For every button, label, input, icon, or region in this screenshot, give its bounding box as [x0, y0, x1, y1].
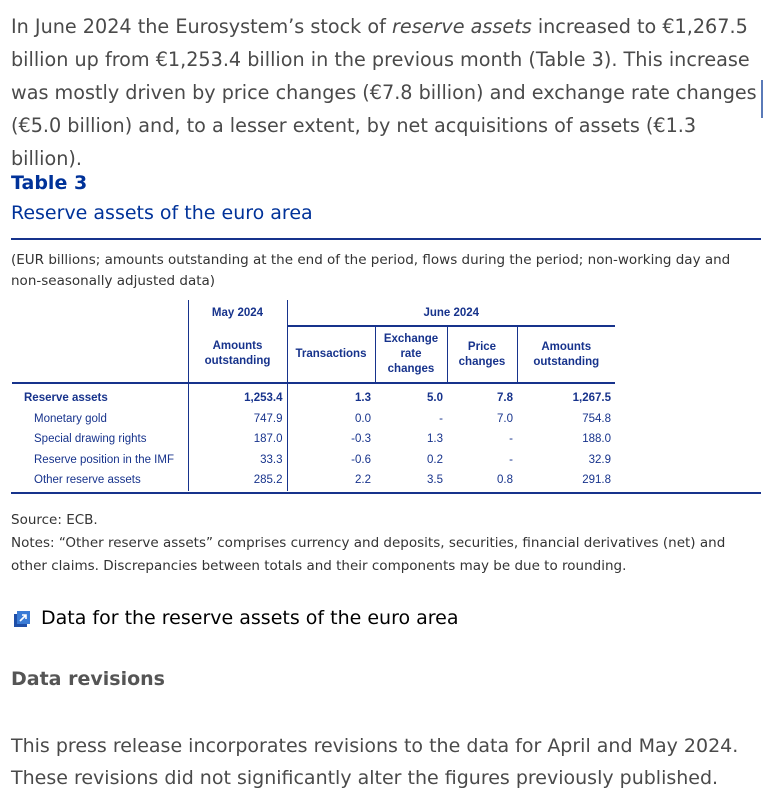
- intro-paragraph: In June 2024 the Eurosystem’s stock of r…: [11, 10, 761, 175]
- table-top-rule: [11, 238, 761, 240]
- group-header-may: May 2024: [187, 300, 287, 326]
- cell-value: 188.0: [582, 433, 611, 446]
- table-note: (EUR billions; amounts outstanding at th…: [11, 252, 731, 289]
- source-note: Source: ECB.: [11, 512, 98, 528]
- cell-value: 7.0: [497, 412, 513, 425]
- cell-value: 187.0: [187, 429, 287, 450]
- table-row: Reserve position in the IMF 33.3 -0.6 0.2 - 3…: [12, 449, 615, 470]
- cell-value: -: [509, 433, 513, 446]
- row-label: Monetary gold: [34, 412, 107, 425]
- intro-emphasis: reserve assets: [392, 15, 532, 38]
- cell-value: -: [439, 412, 443, 425]
- column-header: Amounts outstanding: [516, 326, 615, 384]
- cell-value: 2.2: [286, 470, 375, 491]
- row-label: Special drawing rights: [34, 433, 147, 446]
- reserve-assets-table: May 2024 June 2024 Amounts outstanding T…: [12, 300, 615, 491]
- column-header: Transactions: [286, 326, 375, 384]
- column-header: Price changes: [446, 326, 517, 384]
- table-title: Table 3: [11, 172, 88, 194]
- table-footnotes: Source: ECB. Notes: “Other reserve asset…: [11, 509, 756, 578]
- cell-value: 32.9: [588, 453, 611, 466]
- table-row: Reserve assets 1,253.4 1.3 5.0 7.8 1,267.5: [12, 383, 615, 409]
- notes: Notes: “Other reserve assets” comprises …: [11, 535, 726, 574]
- cell-value: -0.6: [286, 449, 375, 470]
- table-row: Other reserve assets 285.2 2.2 3.5 0.8 291.8: [12, 470, 615, 491]
- table-bottom-rule: [11, 492, 761, 494]
- intro-text: In June 2024 the Eurosystem’s stock of: [11, 15, 392, 38]
- table-row: Special drawing rights 187.0 -0.3 1.3 - 188.0: [12, 429, 615, 450]
- column-header: Exchange rate changes: [374, 326, 447, 384]
- cell-value: 5.0: [427, 392, 443, 405]
- cell-value: 747.9: [187, 408, 287, 429]
- row-label: Reserve assets: [24, 392, 108, 405]
- cell-value: 1,267.5: [572, 392, 611, 405]
- cell-value: 1.3: [286, 383, 375, 409]
- data-link[interactable]: Data for the reserve assets of the euro …: [14, 607, 459, 629]
- cell-value: 3.5: [427, 474, 443, 487]
- data-link-label: Data for the reserve assets of the euro …: [41, 607, 459, 629]
- cell-value: 0.0: [286, 408, 375, 429]
- cell-value: 754.8: [582, 412, 611, 425]
- revisions-text: This press release incorporates revision…: [11, 735, 739, 789]
- cell-value: 0.2: [427, 453, 443, 466]
- cell-value: -: [509, 453, 513, 466]
- external-link-icon: [14, 610, 30, 627]
- column-header: Amounts outstanding: [187, 326, 287, 384]
- cell-value: 33.3: [187, 449, 287, 470]
- cell-value: 7.8: [497, 392, 513, 405]
- cell-value: 1,253.4: [187, 383, 287, 409]
- row-label: Reserve position in the IMF: [34, 453, 174, 466]
- intro-text-rest: increased to €1,267.5 billion up from €1…: [11, 15, 757, 170]
- cell-value: -0.3: [286, 429, 375, 450]
- cell-value: 0.8: [497, 474, 513, 487]
- table-subtitle: Reserve assets of the euro area: [11, 202, 313, 224]
- table-row: Monetary gold 747.9 0.0 - 7.0 754.8: [12, 408, 615, 429]
- cell-value: 285.2: [187, 470, 287, 491]
- group-header-june: June 2024: [286, 300, 615, 327]
- cell-value: 1.3: [427, 433, 443, 446]
- row-label: Other reserve assets: [34, 474, 141, 487]
- revisions-heading: Data revisions: [11, 668, 165, 690]
- scroll-indicator[interactable]: [761, 80, 763, 118]
- cell-value: 291.8: [582, 474, 611, 487]
